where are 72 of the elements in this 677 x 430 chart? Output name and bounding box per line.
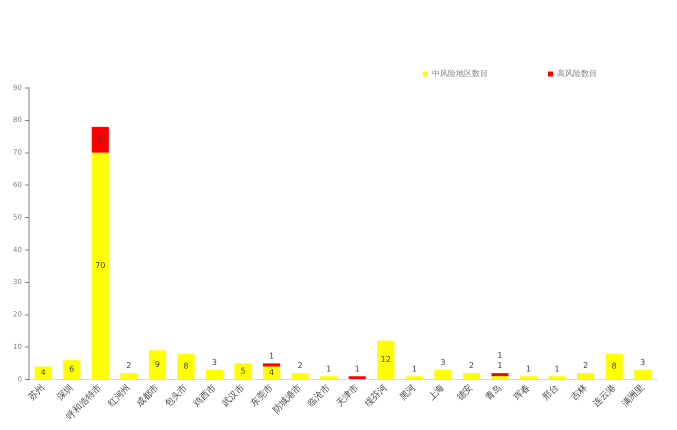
data-label: 1 xyxy=(497,351,503,360)
x-tick-label: 邢台 xyxy=(540,382,561,403)
data-label: 1 xyxy=(269,351,274,360)
bar xyxy=(520,376,538,380)
bar xyxy=(206,370,224,380)
bar xyxy=(377,340,394,380)
data-label: 1 xyxy=(526,364,532,374)
data-label: 12 xyxy=(380,354,391,364)
x-tick-label: 包头市 xyxy=(162,382,190,410)
bar xyxy=(34,366,52,380)
data-label: 8 xyxy=(98,134,103,144)
data-label: 3 xyxy=(440,358,446,367)
x-tick-label: 苏州 xyxy=(26,382,47,403)
data-label: 3 xyxy=(640,358,646,367)
data-label: 70 xyxy=(95,260,106,270)
legend-label: 中风险地区数目 xyxy=(432,69,488,78)
bar xyxy=(177,354,194,380)
bar xyxy=(606,354,623,380)
x-tick-label: 防城港市 xyxy=(270,382,304,416)
x-tick-label: 青岛 xyxy=(483,382,504,403)
data-label: 4 xyxy=(40,368,46,377)
data-label: 1 xyxy=(412,364,417,374)
data-label: 2 xyxy=(126,361,132,370)
data-label: 8 xyxy=(183,361,188,370)
data-label: 1 xyxy=(497,361,503,370)
bar xyxy=(462,373,480,380)
bar xyxy=(348,376,366,380)
bar xyxy=(92,126,109,153)
bar xyxy=(263,363,280,367)
bar xyxy=(320,376,338,380)
bar xyxy=(548,376,566,380)
data-label: 6 xyxy=(69,364,74,374)
bar xyxy=(92,152,109,380)
x-tick-label: 武汉市 xyxy=(220,382,247,410)
data-label: 8 xyxy=(612,361,617,370)
bar xyxy=(263,366,280,380)
data-label: 4 xyxy=(269,368,274,377)
x-tick-label: 鸡西市 xyxy=(190,382,218,410)
bar xyxy=(406,376,423,380)
x-tick-label: 临沧市 xyxy=(306,382,332,410)
x-tick-label: 上海 xyxy=(426,382,447,403)
data-label: 2 xyxy=(468,361,474,370)
data-label: 2 xyxy=(583,361,588,370)
x-tick-label: 连云港 xyxy=(591,382,618,410)
x-tick-label: 天津市 xyxy=(334,382,362,410)
x-tick-label: 吉林 xyxy=(568,382,590,403)
bar xyxy=(634,370,652,380)
bar xyxy=(577,373,594,380)
bar xyxy=(148,350,166,380)
bar xyxy=(491,373,509,376)
data-label: 1 xyxy=(354,364,360,374)
data-label: 5 xyxy=(240,366,246,376)
x-tick-label: 绥芬河 xyxy=(362,382,390,410)
bar xyxy=(434,370,452,380)
bar xyxy=(491,376,509,380)
data-label: 1 xyxy=(326,364,332,374)
data-label: 3 xyxy=(212,358,218,367)
bar xyxy=(120,373,138,380)
x-tick-label: 黑河 xyxy=(398,382,418,403)
data-label: 9 xyxy=(154,360,160,369)
bar xyxy=(292,373,309,380)
bar xyxy=(63,360,80,380)
x-tick-label: 红河州 xyxy=(106,382,133,410)
x-tick-label: 满洲里 xyxy=(620,382,647,410)
legend-label: 高风险数目 xyxy=(557,69,597,78)
x-tick-label: 德安 xyxy=(454,382,476,403)
x-tick-label: 成都市 xyxy=(134,382,162,410)
x-tick-label: 珲春 xyxy=(512,382,532,403)
data-label: 1 xyxy=(554,364,560,374)
bar xyxy=(234,363,252,380)
data-label: 2 xyxy=(298,361,303,370)
x-tick-label: 深圳 xyxy=(55,382,76,403)
